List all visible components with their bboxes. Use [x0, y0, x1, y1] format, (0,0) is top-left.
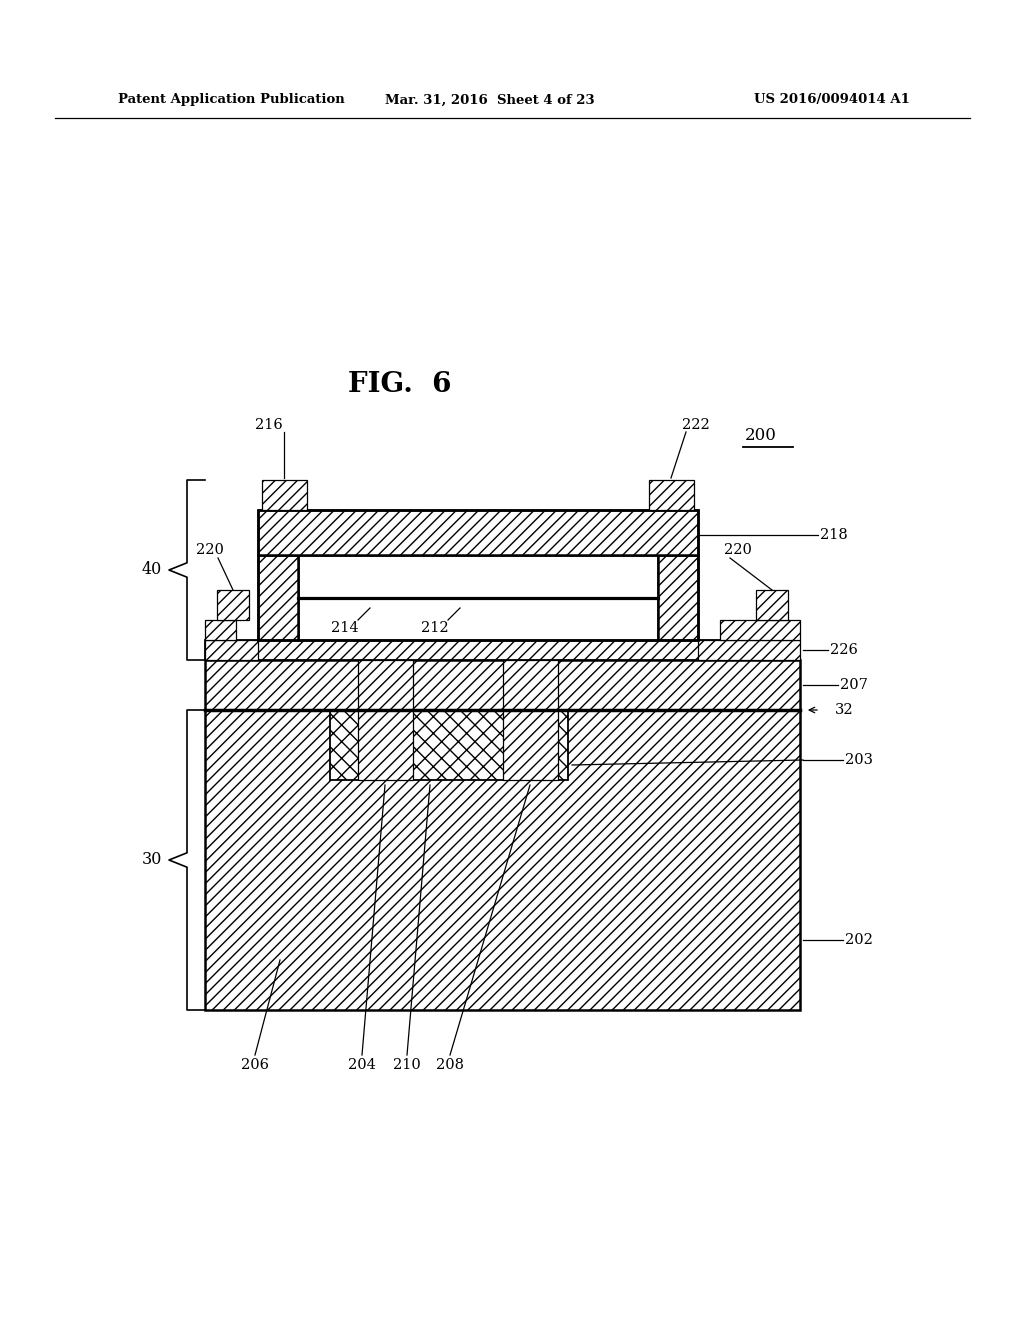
Bar	[649, 480, 694, 510]
Bar	[358, 660, 413, 780]
Text: 218: 218	[820, 528, 848, 543]
Bar	[262, 480, 307, 510]
Bar	[258, 510, 698, 640]
Bar	[205, 620, 236, 640]
Bar	[503, 660, 558, 780]
Bar	[217, 590, 249, 620]
Text: 210: 210	[393, 1059, 421, 1072]
Text: 204: 204	[348, 1059, 376, 1072]
Text: 30: 30	[141, 851, 162, 869]
Text: 200: 200	[745, 426, 777, 444]
Bar	[205, 710, 800, 1010]
Text: 40: 40	[142, 561, 162, 578]
Text: 220: 220	[196, 543, 224, 557]
Bar	[720, 620, 800, 640]
Bar	[205, 660, 800, 710]
Bar	[298, 554, 658, 640]
Bar	[330, 710, 568, 780]
Text: 203: 203	[845, 752, 873, 767]
Bar	[205, 640, 258, 660]
Text: 214: 214	[331, 620, 358, 635]
Text: 208: 208	[436, 1059, 464, 1072]
Text: 207: 207	[840, 678, 868, 692]
Bar	[258, 554, 298, 640]
Text: 32: 32	[835, 704, 854, 717]
Text: 220: 220	[724, 543, 752, 557]
Text: Patent Application Publication: Patent Application Publication	[118, 94, 345, 107]
Text: 206: 206	[241, 1059, 269, 1072]
Bar	[258, 510, 698, 554]
Text: Mar. 31, 2016  Sheet 4 of 23: Mar. 31, 2016 Sheet 4 of 23	[385, 94, 595, 107]
Text: 202: 202	[845, 933, 872, 946]
Bar	[756, 590, 788, 620]
Bar	[658, 554, 698, 640]
Text: 216: 216	[255, 418, 283, 432]
Bar	[698, 640, 800, 660]
Text: 212: 212	[421, 620, 449, 635]
Text: FIG.  6: FIG. 6	[348, 371, 452, 399]
Text: 222: 222	[682, 418, 710, 432]
Text: 226: 226	[830, 643, 858, 657]
Text: US 2016/0094014 A1: US 2016/0094014 A1	[754, 94, 910, 107]
Bar	[205, 640, 800, 660]
